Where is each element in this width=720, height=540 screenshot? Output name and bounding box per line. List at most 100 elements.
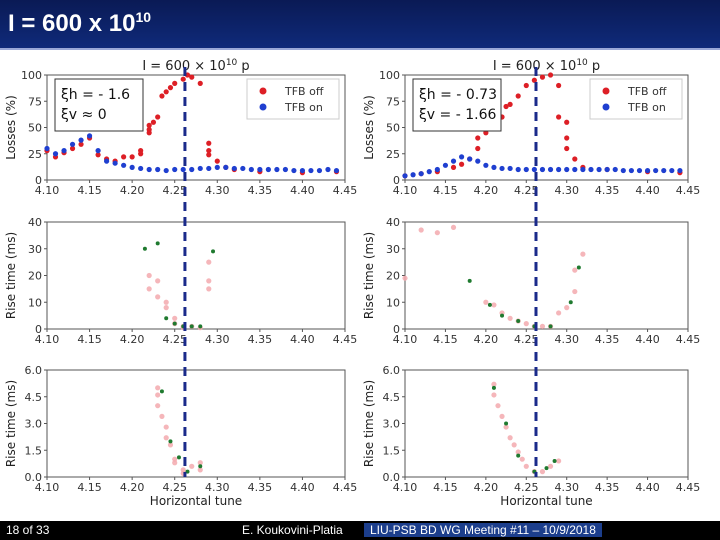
data-point (548, 324, 553, 329)
data-point (197, 467, 203, 473)
data-point (69, 141, 76, 147)
data-point (475, 145, 481, 152)
y-tick-label: 3.0 (383, 418, 401, 431)
data-point (138, 165, 144, 172)
data-point (434, 166, 440, 173)
x-tick-label: 4.20 (120, 481, 145, 494)
data-point (164, 316, 169, 321)
data-point (450, 224, 457, 230)
x-tick-label: 4.10 (393, 184, 418, 197)
data-point (206, 152, 212, 158)
data-point (556, 310, 562, 316)
x-tick-label: 4.40 (635, 481, 660, 494)
data-point (450, 158, 457, 164)
data-point (410, 172, 416, 178)
data-point (206, 286, 212, 292)
chart-title-exponent: 10 (576, 58, 588, 68)
data-point (155, 241, 160, 246)
data-point (299, 167, 306, 174)
y-tick-label: 30 (386, 243, 400, 256)
data-point (523, 321, 529, 327)
data-point (450, 164, 457, 170)
data-point (500, 313, 505, 318)
y-axis-label: Rise time (ms) (4, 232, 18, 319)
data-point (257, 166, 263, 173)
data-point (146, 272, 152, 279)
x-tick-label: 4.45 (333, 481, 358, 494)
data-point (163, 424, 169, 430)
data-point (539, 166, 546, 173)
data-point (333, 167, 340, 174)
x-tick-label: 4.15 (77, 333, 102, 346)
data-point (580, 166, 586, 173)
title-bar: I = 600 x 1010 (0, 0, 720, 50)
data-point (176, 455, 181, 460)
x-tick-label: 4.40 (635, 184, 660, 197)
x-tick-label: 4.25 (162, 184, 187, 197)
y-tick-label: 20 (28, 270, 42, 283)
y-tick-label: 100 (379, 69, 400, 82)
data-point (644, 167, 651, 174)
x-tick-label: 4.15 (433, 481, 458, 494)
data-point (69, 145, 76, 152)
chart-left-rise: 4.10 4.15 4.20 4.25 4.30 4.35 4.40 4.45 0 10 20 30 4… (4, 216, 357, 346)
x-tick-label: 4.20 (120, 333, 145, 346)
data-point (556, 458, 562, 464)
x-tick-label: 4.20 (474, 184, 499, 197)
data-point (636, 167, 643, 174)
x-tick-label: 4.15 (77, 184, 102, 197)
x-tick-label: 4.30 (205, 184, 230, 197)
data-point (316, 167, 323, 174)
data-point (604, 166, 610, 173)
data-point (44, 145, 50, 152)
page-number: 18 of 33 (6, 523, 50, 537)
data-point (418, 227, 424, 233)
x-tick-label: 4.25 (514, 481, 539, 494)
x-tick-label: 4.40 (290, 481, 315, 494)
data-point (572, 166, 578, 173)
data-point (556, 166, 562, 173)
data-point (547, 72, 554, 78)
data-point (129, 164, 135, 170)
legend-box (589, 78, 683, 120)
data-point (564, 135, 570, 141)
y-tick-label: 0.0 (25, 471, 43, 484)
data-point (523, 463, 529, 469)
data-point (516, 453, 521, 458)
x-tick-label: 4.10 (393, 481, 418, 494)
data-point (206, 278, 212, 284)
data-point (95, 148, 101, 154)
data-point (214, 164, 220, 170)
data-point (189, 324, 194, 329)
data-point (308, 167, 314, 174)
data-point (568, 300, 573, 305)
data-point (503, 103, 509, 110)
data-point (206, 259, 212, 265)
data-point (499, 413, 505, 419)
y-tick-label: 10 (28, 296, 42, 309)
x-tick-label: 4.40 (290, 333, 315, 346)
data-point (172, 166, 178, 173)
data-point (211, 249, 216, 254)
x-tick-label: 4.10 (35, 184, 60, 197)
data-point (572, 288, 578, 295)
x-tick-label: 4.35 (248, 333, 273, 346)
data-point (52, 151, 59, 157)
x-tick-label: 4.30 (205, 333, 230, 346)
data-point (168, 439, 173, 444)
data-point (231, 165, 237, 172)
data-point (475, 135, 481, 141)
data-point (223, 164, 229, 170)
data-point (523, 82, 529, 89)
x-tick-label: 4.45 (333, 333, 358, 346)
data-point (547, 166, 554, 173)
data-point (402, 275, 408, 281)
x-axis-label: Horizontal tune (150, 494, 242, 508)
chart-title-exponent: 10 (226, 58, 238, 68)
x-tick-label: 4.20 (474, 333, 499, 346)
data-point (556, 82, 562, 89)
chart-title-unit: p (588, 59, 600, 74)
x-tick-label: 4.35 (248, 184, 273, 197)
data-point (150, 119, 157, 125)
annotation-box (412, 78, 502, 132)
